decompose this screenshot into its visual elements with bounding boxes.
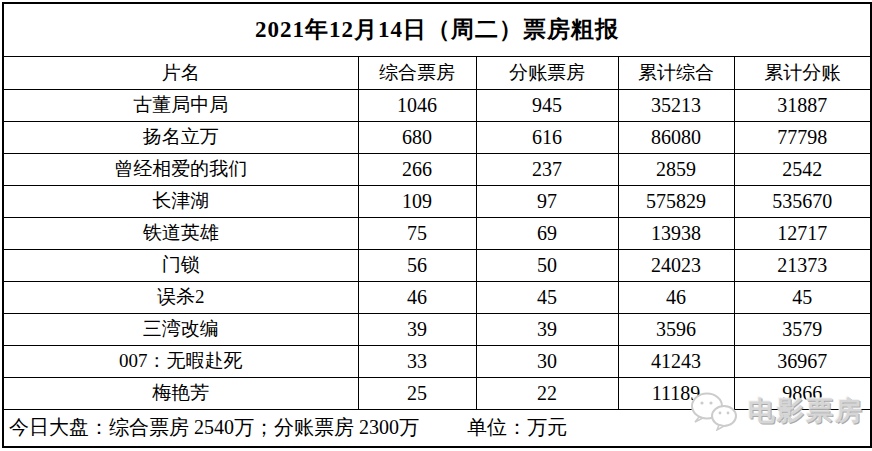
film-name-cell: 007：无暇赴死 — [3, 345, 358, 377]
value-cell: 75 — [358, 217, 476, 249]
table-row: 扬名立万6806168608077798 — [3, 121, 871, 153]
value-cell: 680 — [358, 121, 476, 153]
value-cell: 575829 — [618, 185, 734, 217]
value-cell: 9866 — [734, 377, 871, 409]
value-cell: 535670 — [734, 185, 871, 217]
title-row: 2021年12月14日（周二）票房粗报 — [3, 3, 871, 56]
value-cell: 56 — [358, 249, 476, 281]
value-cell: 39 — [476, 313, 618, 345]
value-cell: 86080 — [618, 121, 734, 153]
value-cell: 33 — [358, 345, 476, 377]
header-row: 片名 综合票房 分账票房 累计综合 累计分账 — [3, 56, 871, 89]
value-cell: 616 — [476, 121, 618, 153]
film-name-cell: 误杀2 — [3, 281, 358, 313]
column-header-cum-split: 累计分账 — [734, 56, 871, 89]
value-cell: 46 — [618, 281, 734, 313]
film-name-cell: 古董局中局 — [3, 89, 358, 121]
table-row: 三湾改编393935963579 — [3, 313, 871, 345]
value-cell: 41243 — [618, 345, 734, 377]
table-row: 门锁56502402321373 — [3, 249, 871, 281]
daily-total-summary: 今日大盘：综合票房 2540万；分账票房 2300万 — [9, 416, 419, 438]
value-cell: 3596 — [618, 313, 734, 345]
box-office-report: 2021年12月14日（周二）票房粗报 片名 综合票房 分账票房 累计综合 累计… — [0, 0, 872, 451]
table-row: 长津湖10997575829535670 — [3, 185, 871, 217]
value-cell: 22 — [476, 377, 618, 409]
value-cell: 97 — [476, 185, 618, 217]
box-office-table: 2021年12月14日（周二）票房粗报 片名 综合票房 分账票房 累计综合 累计… — [2, 2, 872, 448]
column-header-composite: 综合票房 — [358, 56, 476, 89]
value-cell: 30 — [476, 345, 618, 377]
value-cell: 45 — [734, 281, 871, 313]
table-row: 梅艳芳2522111899866 — [3, 377, 871, 409]
table-row: 铁道英雄75691393812717 — [3, 217, 871, 249]
value-cell: 36967 — [734, 345, 871, 377]
film-name-cell: 曾经相爱的我们 — [3, 153, 358, 185]
value-cell: 2542 — [734, 153, 871, 185]
film-name-cell: 梅艳芳 — [3, 377, 358, 409]
film-name-cell: 门锁 — [3, 249, 358, 281]
value-cell: 69 — [476, 217, 618, 249]
value-cell: 13938 — [618, 217, 734, 249]
value-cell: 21373 — [734, 249, 871, 281]
value-cell: 24023 — [618, 249, 734, 281]
column-header-film: 片名 — [3, 56, 358, 89]
value-cell: 45 — [476, 281, 618, 313]
value-cell: 31887 — [734, 89, 871, 121]
column-header-split: 分账票房 — [476, 56, 618, 89]
value-cell: 46 — [358, 281, 476, 313]
value-cell: 35213 — [618, 89, 734, 121]
value-cell: 266 — [358, 153, 476, 185]
table-row: 007：无暇赴死33304124336967 — [3, 345, 871, 377]
film-name-cell: 长津湖 — [3, 185, 358, 217]
value-cell: 945 — [476, 89, 618, 121]
unit-label: 单位：万元 — [467, 416, 567, 438]
column-header-cum-composite: 累计综合 — [618, 56, 734, 89]
film-name-cell: 铁道英雄 — [3, 217, 358, 249]
value-cell: 11189 — [618, 377, 734, 409]
table-row: 古董局中局10469453521331887 — [3, 89, 871, 121]
report-title: 2021年12月14日（周二）票房粗报 — [3, 3, 871, 56]
value-cell: 50 — [476, 249, 618, 281]
table-row: 曾经相爱的我们26623728592542 — [3, 153, 871, 185]
film-name-cell: 扬名立万 — [3, 121, 358, 153]
value-cell: 3579 — [734, 313, 871, 345]
film-name-cell: 三湾改编 — [3, 313, 358, 345]
value-cell: 12717 — [734, 217, 871, 249]
value-cell: 2859 — [618, 153, 734, 185]
value-cell: 237 — [476, 153, 618, 185]
table-row: 误杀246454645 — [3, 281, 871, 313]
value-cell: 25 — [358, 377, 476, 409]
value-cell: 1046 — [358, 89, 476, 121]
value-cell: 109 — [358, 185, 476, 217]
value-cell: 39 — [358, 313, 476, 345]
footer-row: 今日大盘：综合票房 2540万；分账票房 2300万 单位：万元 — [3, 409, 871, 447]
value-cell: 77798 — [734, 121, 871, 153]
